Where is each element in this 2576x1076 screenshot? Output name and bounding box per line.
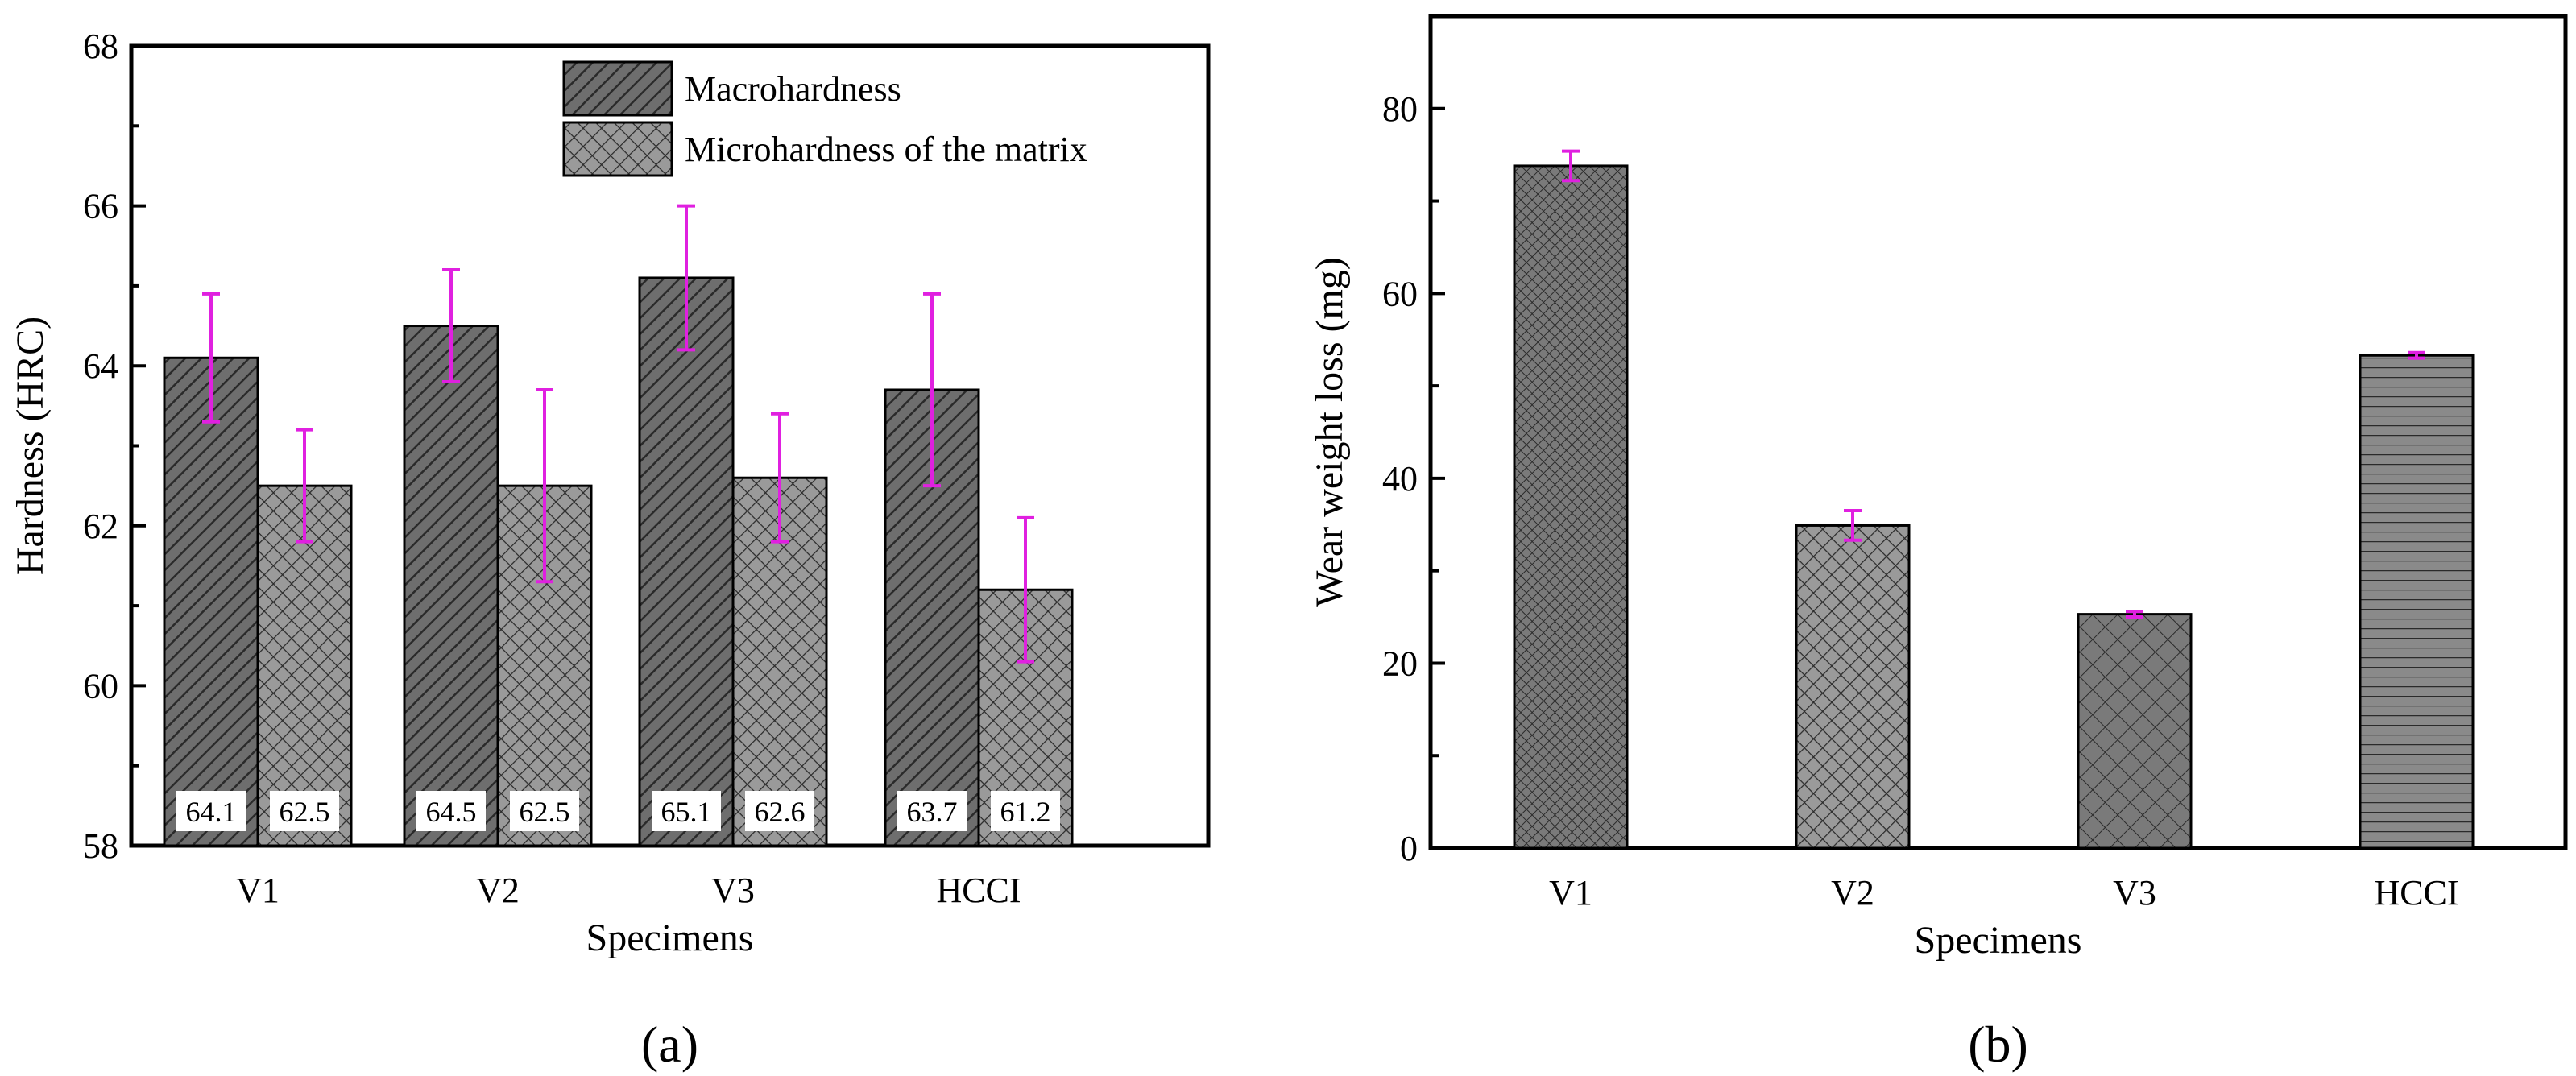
panel-label: (a) xyxy=(641,1016,698,1073)
data-label-box xyxy=(176,791,246,831)
legend-label: Microhardness of the matrix xyxy=(685,130,1087,169)
y-tick-label: 60 xyxy=(1382,274,1418,313)
y-tick-label: 58 xyxy=(83,826,118,866)
bar xyxy=(403,325,499,847)
x-tick-label: V3 xyxy=(711,871,755,910)
plot-frame xyxy=(1428,14,2568,850)
y-tick-label: 66 xyxy=(83,187,118,226)
bar xyxy=(163,356,259,847)
data-label: 63.7 xyxy=(907,796,958,828)
bar xyxy=(638,276,735,847)
legend-swatch xyxy=(562,60,673,117)
bar xyxy=(1513,164,1629,850)
y-axis-label: Hardness (HRC) xyxy=(9,317,52,575)
x-tick-label: V2 xyxy=(476,871,520,910)
bar xyxy=(2359,354,2475,850)
bar xyxy=(2077,613,2193,850)
data-label-box xyxy=(652,791,721,831)
y-tick-label: 20 xyxy=(1382,644,1418,683)
data-label: 61.2 xyxy=(1000,796,1051,828)
x-tick-label: V2 xyxy=(1831,873,1874,913)
x-tick-label: HCCI xyxy=(2374,873,2458,913)
chart-b: 0 20 40 60 80 Specimens Wear weight loss (mg) (… xyxy=(1308,14,2568,1073)
data-label-box xyxy=(745,791,814,831)
x-tick-label: V3 xyxy=(2113,873,2156,913)
data-label-box xyxy=(270,791,339,831)
data-label: 62.5 xyxy=(280,796,330,828)
data-label: 64.5 xyxy=(426,796,477,828)
x-axis-label: Specimens xyxy=(1915,919,2082,962)
x-tick-label: V1 xyxy=(236,871,280,910)
bar xyxy=(256,484,353,847)
y-tick-label: 62 xyxy=(83,507,118,546)
y-tick-label: 80 xyxy=(1382,89,1418,129)
data-label-box xyxy=(510,791,579,831)
x-axis-label: Specimens xyxy=(586,917,754,959)
panel-label: (b) xyxy=(1968,1016,2028,1073)
y-axis-label: Wear weight loss (mg) xyxy=(1308,257,1351,607)
data-label: 64.1 xyxy=(186,796,237,828)
data-label-box xyxy=(897,791,967,831)
legend-label: Macrohardness xyxy=(685,69,901,109)
y-tick-label: 40 xyxy=(1382,459,1418,499)
chart-a: 58 60 62 64 66 68 Specimens Hardness (HRC) (a) V1… xyxy=(9,27,1211,1073)
y-tick-label: 60 xyxy=(83,666,118,706)
y-tick-label: 68 xyxy=(83,27,118,66)
data-label-box xyxy=(991,791,1060,831)
legend-swatch xyxy=(562,121,673,177)
data-label: 65.1 xyxy=(661,796,712,828)
bar xyxy=(1795,524,1911,850)
y-tick-label: 64 xyxy=(83,346,118,386)
x-tick-label: HCCI xyxy=(936,871,1021,910)
x-tick-label: V1 xyxy=(1549,873,1592,913)
y-tick-label: 0 xyxy=(1400,829,1418,868)
data-label: 62.5 xyxy=(520,796,570,828)
data-label-box xyxy=(416,791,486,831)
data-label: 62.6 xyxy=(755,796,806,828)
